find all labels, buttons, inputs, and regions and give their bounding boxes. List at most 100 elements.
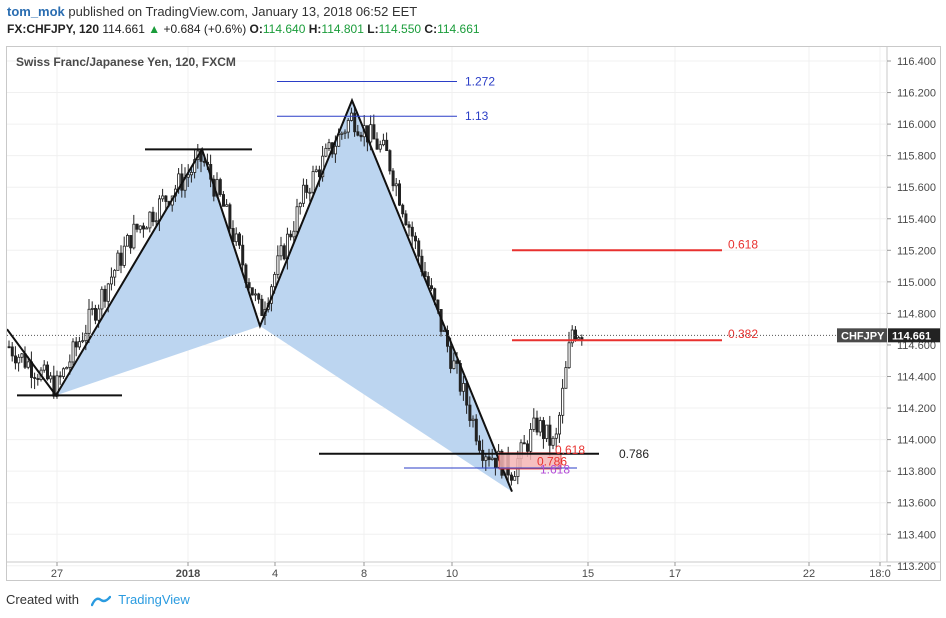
y-tick-label: 113.600	[897, 498, 936, 510]
candle-body	[90, 308, 94, 310]
fib-label-0382: 0.382	[728, 327, 758, 341]
candle-body	[346, 120, 350, 133]
candle-body	[100, 288, 104, 310]
y-tick-label: 116.200	[897, 88, 936, 100]
candle-body	[481, 449, 485, 461]
candle-body	[273, 273, 277, 288]
candle-body	[253, 293, 257, 296]
candle-body	[237, 233, 241, 246]
x-tick-label: 17	[669, 568, 681, 580]
candle-body	[545, 424, 549, 439]
candle-body	[314, 169, 318, 172]
candle-body	[535, 417, 539, 433]
candle-body	[548, 424, 552, 446]
fib-label-1618: 1.618	[540, 463, 570, 477]
candle-body	[311, 171, 315, 193]
candle-body	[138, 225, 142, 230]
y-tick-label: 115.200	[897, 245, 936, 257]
candle-body	[449, 345, 453, 369]
candle-body	[513, 476, 517, 481]
candle-body	[327, 142, 331, 149]
price-chart[interactable]: 1.2721.130.6180.3820.7860.6180.7861.618 …	[6, 47, 940, 580]
candlesticks[interactable]	[7, 107, 584, 486]
candle-body	[141, 225, 145, 230]
candle-body	[561, 387, 565, 416]
candle-body	[87, 308, 91, 334]
symbol-label[interactable]: FX:CHFJPY, 120	[7, 22, 100, 36]
tradingview-link[interactable]: TradingView	[118, 592, 190, 607]
chart-frame[interactable]: 1.272 1.13 0.618 0.382 0.786 0.618 0.786 1.618 …	[6, 46, 941, 581]
candle-body	[381, 139, 385, 146]
price-tag: CHFJPY 114.661	[837, 328, 940, 343]
candle-body	[484, 456, 488, 461]
candle-body	[122, 245, 126, 266]
y-tick-label: 115.000	[897, 277, 936, 289]
candle-body	[20, 353, 24, 358]
candle-body	[477, 440, 481, 451]
candle-body	[394, 183, 398, 187]
candle-body	[401, 204, 405, 215]
y-tick-label: 116.400	[897, 56, 936, 68]
candle-body	[353, 112, 357, 133]
y-tick-label: 115.800	[897, 151, 936, 163]
price-tag-value: 114.661	[892, 330, 931, 342]
candle-body	[529, 429, 533, 452]
price-axis[interactable]	[887, 47, 940, 562]
candle-body	[471, 418, 475, 421]
harmonic-pattern[interactable]	[56, 100, 512, 492]
candle-body	[378, 144, 382, 150]
open-value: 114.640	[262, 22, 306, 36]
candle-body	[218, 179, 222, 195]
candle-body	[71, 341, 75, 363]
y-tick-label: 116.000	[897, 119, 936, 131]
candle-body	[148, 211, 152, 229]
candle-body	[343, 131, 347, 134]
x-tick-label: 15	[582, 568, 594, 580]
candle-body	[452, 360, 456, 369]
candle-body	[410, 226, 414, 237]
candle-body	[106, 283, 110, 302]
candle-body	[145, 227, 149, 230]
author-link[interactable]: tom_mok	[7, 4, 65, 19]
y-tick-label: 114.200	[897, 403, 936, 415]
candle-body	[292, 230, 296, 238]
candle-body	[317, 169, 321, 178]
candle-body	[558, 414, 562, 435]
candle-body	[65, 367, 69, 370]
x-tick-label: 10	[446, 568, 458, 580]
y-tick-label: 113.400	[897, 529, 936, 541]
candle-body	[532, 417, 536, 430]
zigzag-lines[interactable]	[6, 97, 513, 493]
candle-body	[301, 184, 305, 204]
candle-body	[221, 194, 225, 207]
chart-title: Swiss Franc/Japanese Yen, 120, FXCM	[16, 55, 236, 69]
last-price: 114.661	[102, 22, 145, 36]
y-tick-label: 115.400	[897, 214, 936, 226]
candle-body	[78, 341, 82, 348]
x-tick-label: 22	[803, 568, 815, 580]
candle-body	[413, 235, 417, 242]
candle-body	[119, 252, 123, 266]
candle-body	[465, 383, 469, 406]
candle-body	[14, 355, 18, 364]
candle-body	[17, 356, 21, 364]
candle-body	[151, 211, 155, 223]
candle-body	[333, 145, 337, 155]
candle-body	[154, 220, 158, 223]
fib-label-0786: 0.786	[619, 447, 649, 461]
candle-body	[33, 377, 37, 379]
chart-header: tom_mok published on TradingView.com, Ja…	[0, 0, 946, 42]
candle-body	[340, 132, 344, 135]
candle-body	[356, 131, 360, 136]
candle-body	[164, 195, 168, 202]
candle-body	[279, 245, 283, 257]
candle-body	[250, 287, 254, 296]
candle-body	[282, 245, 286, 260]
candle-body	[129, 235, 133, 249]
candle-body	[526, 443, 530, 452]
candle-body	[461, 383, 465, 392]
candle-body	[110, 276, 114, 285]
candle-body	[126, 235, 130, 247]
candle-body	[295, 206, 299, 232]
